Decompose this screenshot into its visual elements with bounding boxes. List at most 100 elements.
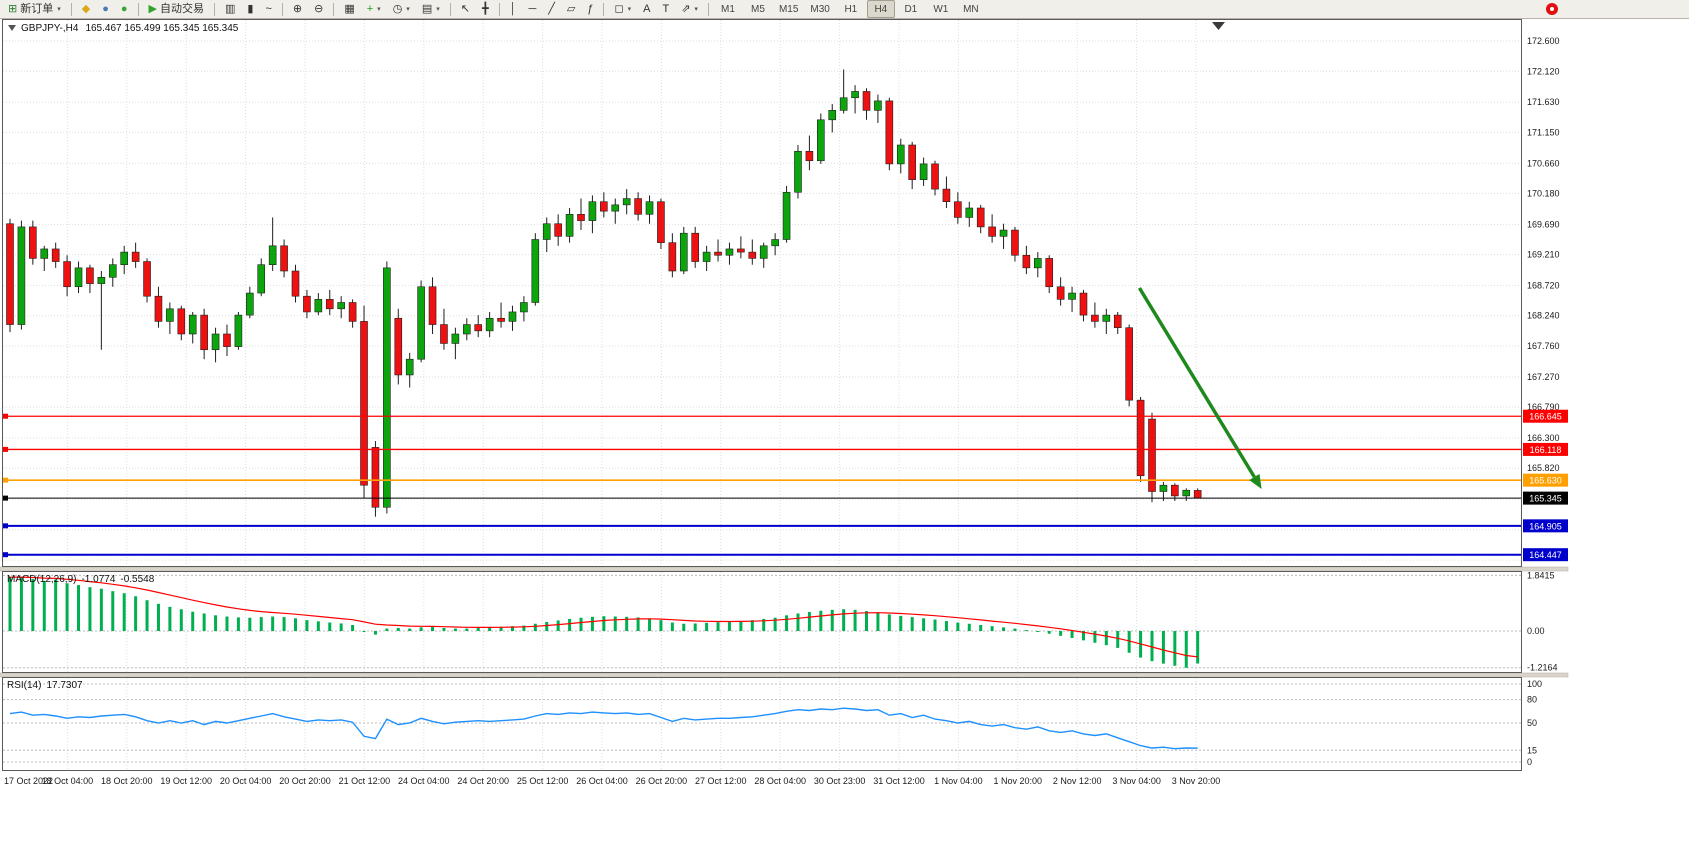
macd-histogram-bar <box>442 627 446 631</box>
rsi-line <box>9 707 1198 750</box>
arrows-icon[interactable]: ⇗ ▾ <box>676 0 703 18</box>
macd-histogram-bar <box>328 622 332 631</box>
candle-up <box>611 204 620 212</box>
line-chart-icon[interactable]: ~ <box>260 0 276 18</box>
candle-up <box>999 229 1008 237</box>
macd-histogram-bar <box>933 619 937 631</box>
trend-arrow[interactable] <box>1137 287 1256 478</box>
candle-up <box>257 264 266 294</box>
vertical-line-icon[interactable]: │ <box>505 0 522 18</box>
timeframe-M5[interactable]: M5 <box>744 0 772 18</box>
periods-icon[interactable]: ◷ ▾ <box>388 0 415 18</box>
timeframe-H4[interactable]: H4 <box>866 0 895 18</box>
candle-up <box>965 207 974 218</box>
trendline-icon[interactable]: ╱ <box>543 0 560 18</box>
candle-down <box>554 223 562 237</box>
macd-signal-line <box>9 576 1198 658</box>
macd-panel-area[interactable] <box>2 571 1522 673</box>
resistance-line-2-anchor[interactable] <box>3 446 8 452</box>
candle-up <box>383 267 391 508</box>
macd-name: MACD(12,26,9) <box>7 574 77 585</box>
resistance-line-1-anchor[interactable] <box>3 413 8 419</box>
macd-histogram-bar <box>648 618 652 631</box>
candle-up <box>1034 258 1042 269</box>
bar-chart-icon[interactable]: ▥ <box>220 0 240 18</box>
macd-histogram-bar <box>65 583 69 631</box>
indicators-icon[interactable]: + ▾ <box>362 0 386 18</box>
crosshair-icon[interactable]: ╋ <box>477 0 494 18</box>
macd-histogram-bar <box>156 603 160 631</box>
notification-icon[interactable] <box>1546 3 1558 15</box>
macd-histogram-bar <box>236 617 240 631</box>
candle-down <box>177 308 186 335</box>
rsi-label: RSI(14) 17.7307 <box>7 680 83 691</box>
autotrading-button[interactable]: ▶ 自动交易 <box>144 0 209 18</box>
alerts-icon[interactable]: ● <box>116 0 133 18</box>
support-line-blue-1-anchor[interactable] <box>3 523 8 529</box>
zoom-in-icon-glyph: ⊕ <box>292 3 303 15</box>
macd-histogram-bar <box>488 627 492 631</box>
candle-up <box>74 267 83 288</box>
macd-histogram-bar <box>590 616 594 631</box>
panel-splitter[interactable] <box>0 566 1569 572</box>
text-label-icon[interactable]: T <box>657 0 674 18</box>
candle-down <box>1136 399 1145 477</box>
timeframe-MN[interactable]: MN <box>957 0 985 18</box>
candle-down <box>223 333 231 347</box>
candlestick-chart-icon[interactable]: ▮ <box>242 0 258 18</box>
candle-up <box>1102 314 1111 322</box>
candle-down <box>1011 229 1019 256</box>
macd-histogram-bar <box>453 628 457 631</box>
cursor-icon[interactable]: ↖ <box>456 0 475 18</box>
macd-histogram-bar <box>739 621 743 631</box>
tile-windows-icon[interactable]: ▦ <box>339 0 359 18</box>
panel-frame <box>2 677 1522 771</box>
notification-dot <box>1550 7 1554 11</box>
trend-arrow-head[interactable] <box>1249 473 1262 489</box>
macd-histogram-bar <box>910 617 914 631</box>
support-line-orange-anchor[interactable] <box>3 477 8 483</box>
candlestick-chart-icon-glyph: ▮ <box>247 3 254 15</box>
time-axis-label: 20 Oct 04:00 <box>220 776 272 786</box>
metaeditor-icon[interactable]: ◆ <box>77 0 95 18</box>
shapes-icon[interactable]: ◻ ▾ <box>609 0 636 18</box>
macd-histogram-bar <box>1104 631 1108 646</box>
macd-histogram-bar <box>785 615 789 631</box>
timeframe-M1[interactable]: M1 <box>714 0 742 18</box>
price-tick-label: 167.270 <box>1527 372 1560 382</box>
new-order-button[interactable]: ⊞ 新订单 ▾ <box>3 0 66 18</box>
channel-icon[interactable]: ▱ <box>562 0 580 18</box>
macd-scale-label: 0.00 <box>1527 626 1545 636</box>
caret-down-icon: ▾ <box>694 5 698 13</box>
candle-down <box>200 314 208 351</box>
chart-shift-marker[interactable] <box>1212 22 1225 30</box>
panel-splitter[interactable] <box>0 672 1569 678</box>
horizontal-line-icon[interactable]: ─ <box>523 0 541 18</box>
zoom-out-icon[interactable]: ⊖ <box>309 0 328 18</box>
macd-histogram-bar <box>613 616 617 631</box>
main-chart-area[interactable] <box>2 19 1522 567</box>
fibonacci-icon[interactable]: ƒ <box>582 0 598 18</box>
candle-up <box>1159 484 1168 492</box>
timeframe-W1-label: W1 <box>933 3 949 15</box>
candle-down <box>1113 314 1122 329</box>
navigator-icon[interactable]: ● <box>97 0 114 18</box>
timeframe-M15[interactable]: M15 <box>774 0 803 18</box>
zoom-in-icon[interactable]: ⊕ <box>288 0 307 18</box>
macd-histogram-bar <box>1059 631 1063 636</box>
candle-down <box>954 201 962 218</box>
templates-icon[interactable]: ▤ ▾ <box>417 0 445 18</box>
periods-icon-glyph: ◷ <box>392 3 403 15</box>
rsi-panel-area[interactable] <box>2 677 1522 771</box>
timeframe-W1[interactable]: W1 <box>927 0 955 18</box>
text-icon[interactable]: A <box>638 0 655 18</box>
candle-up <box>851 91 859 99</box>
macd-histogram-bar <box>351 624 355 631</box>
support-line-blue-2-anchor[interactable] <box>3 552 8 558</box>
timeframe-M30[interactable]: M30 <box>805 0 834 18</box>
timeframe-H1[interactable]: H1 <box>837 0 865 18</box>
macd-histogram-bar <box>1116 631 1120 648</box>
bid-price-line-anchor[interactable] <box>3 495 8 501</box>
timeframe-D1[interactable]: D1 <box>897 0 925 18</box>
